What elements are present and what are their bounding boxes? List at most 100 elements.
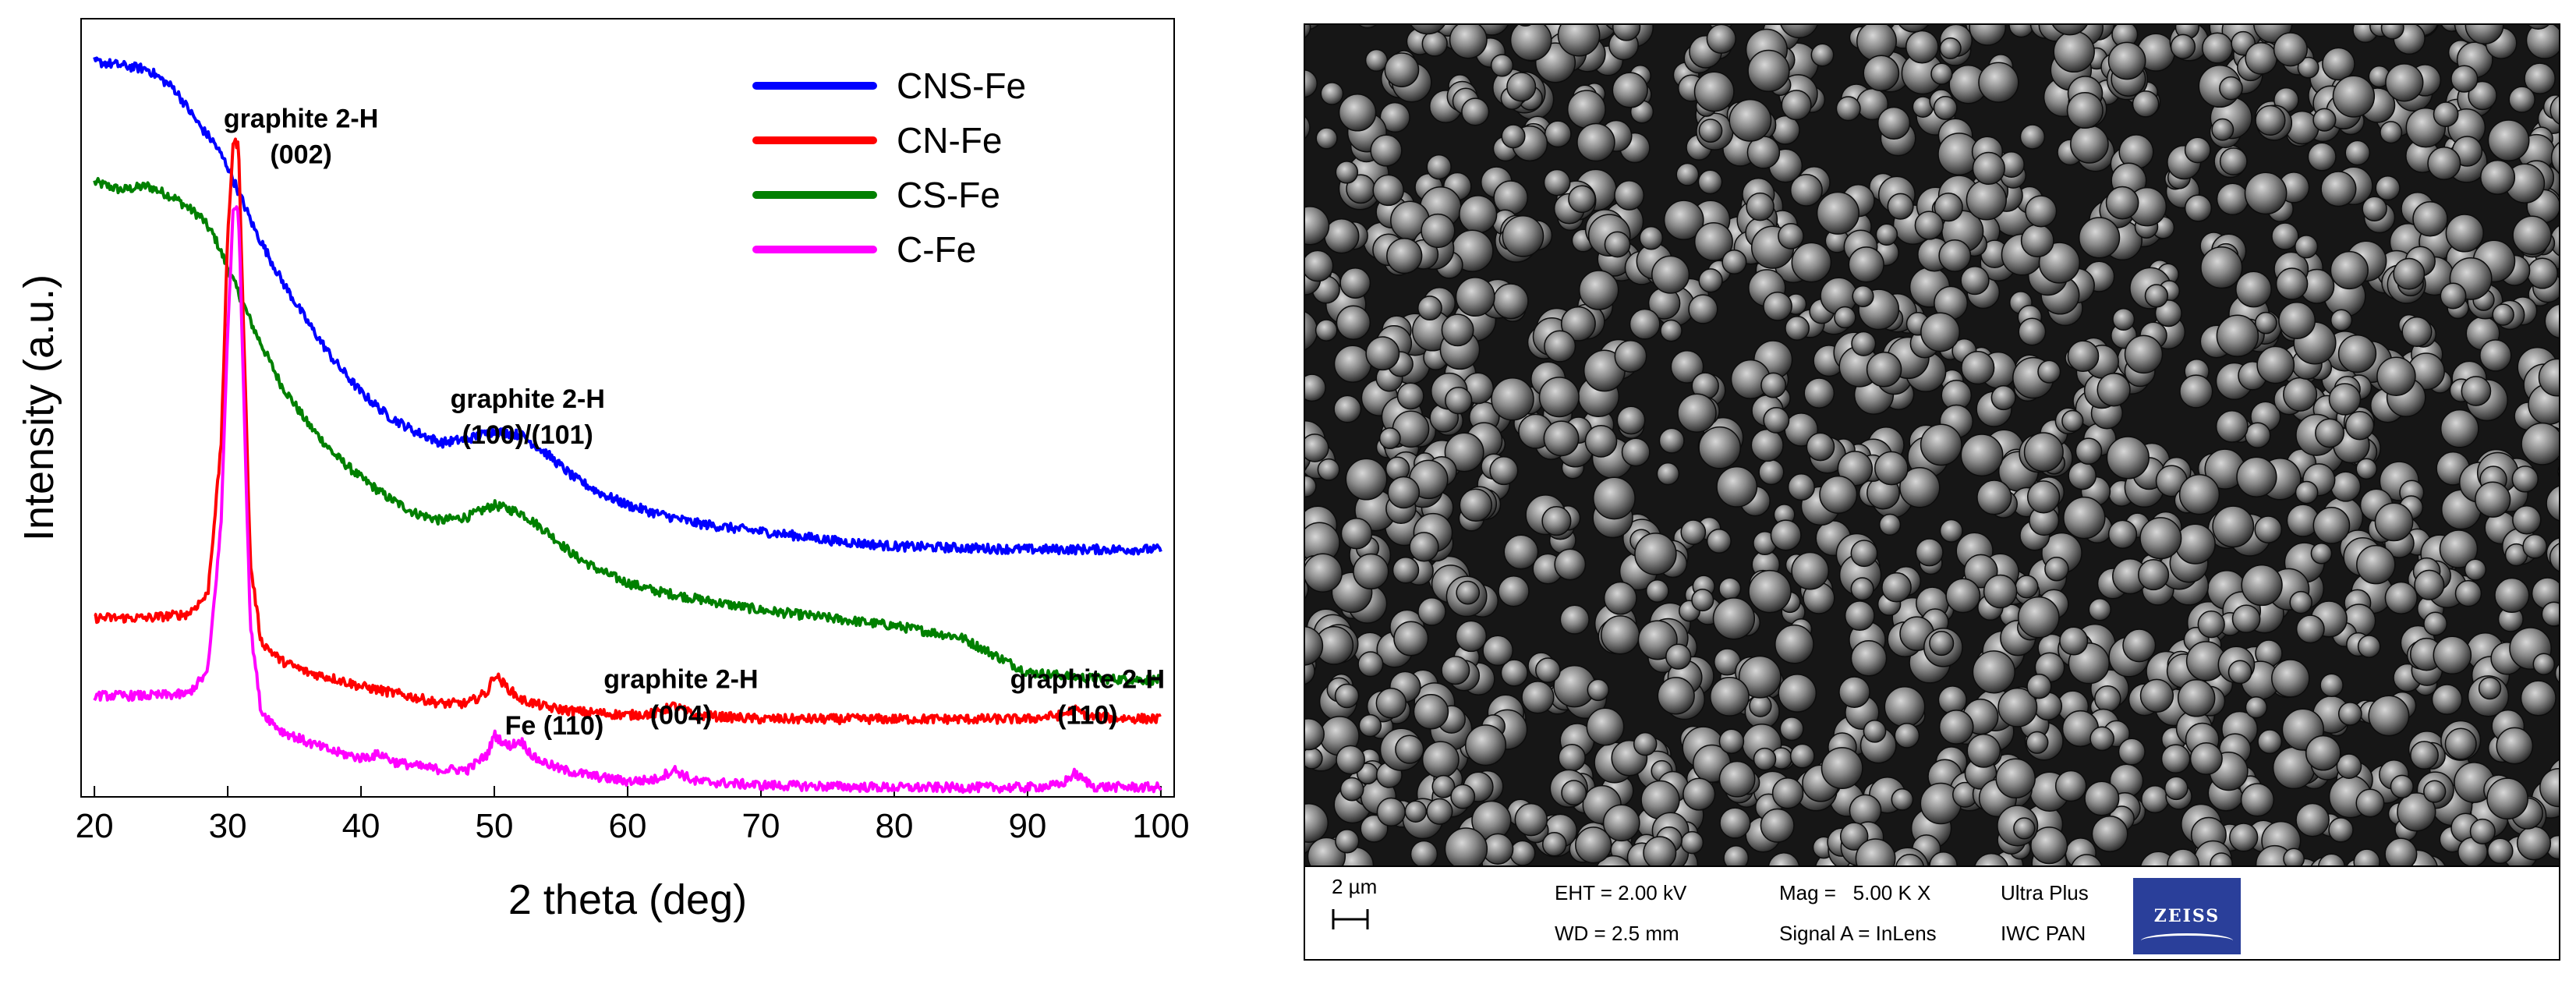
- sem-particle: [2511, 465, 2539, 493]
- sem-particle: [1698, 119, 1723, 143]
- sem-particle: [2227, 660, 2252, 685]
- sem-particle: [1576, 122, 1615, 162]
- sem-particle: [1930, 62, 1953, 85]
- sem-particle: [2026, 731, 2049, 754]
- sem-particle: [2231, 604, 2261, 634]
- sem-particle: [1665, 643, 1692, 670]
- sem-particle: [1920, 312, 1961, 352]
- sem-particle: [2254, 311, 2277, 334]
- sem-particle: [1758, 459, 1785, 486]
- sem-particle: [2423, 611, 2448, 636]
- sem-micrograph-image: [1305, 25, 2559, 865]
- sem-particle: [2017, 596, 2060, 639]
- sem-particle: [2328, 817, 2354, 843]
- x-tick-label: 90: [1008, 807, 1046, 845]
- sem-particle: [2312, 507, 2351, 544]
- sem-particle: [2018, 317, 2047, 346]
- xrd-chart: 20 30 40 50 60 70 80 90 100 2 theta (deg) Intensit…: [16, 18, 1190, 923]
- sem-particle: [1387, 476, 1421, 509]
- mag-value: Mag = 5.00 K X: [1779, 881, 1931, 904]
- sem-particle: [1324, 218, 1360, 254]
- series-line-CS-Fe: [93, 177, 1162, 686]
- peak-annotation: graphite 2-H: [451, 384, 605, 414]
- sem-particle: [1602, 804, 1640, 842]
- sem-particle: [1839, 822, 1869, 851]
- sem-particle: [2516, 826, 2552, 861]
- sem-particle: [2522, 533, 2548, 559]
- sem-particle: [2439, 529, 2479, 568]
- sem-particle: [1939, 37, 1962, 60]
- sem-particle: [2384, 837, 2418, 865]
- sem-particle: [2464, 558, 2487, 581]
- sem-particle: [1616, 405, 1646, 435]
- sem-particle: [2423, 780, 2447, 803]
- peak-annotation: Fe (110): [505, 711, 604, 741]
- sem-particle: [2295, 614, 2325, 644]
- sem-particle: [1444, 827, 1488, 865]
- wd-value: WD = 2.5 mm: [1555, 922, 1679, 945]
- sem-particle: [2219, 76, 2243, 101]
- sem-particle: [1771, 777, 1804, 809]
- peak-annotation: graphite 2-H: [1010, 664, 1165, 694]
- sem-particle: [1698, 268, 1723, 293]
- sem-particle: [2427, 146, 2461, 181]
- sem-particle: [1747, 49, 1790, 93]
- sem-particle: [1718, 760, 1756, 798]
- sem-particle: [1345, 458, 1388, 501]
- sem-particle: [1426, 798, 1453, 825]
- sem-particle: [2078, 217, 2121, 259]
- sem-particle: [1338, 94, 1377, 132]
- sem-particle: [2283, 848, 2305, 865]
- sem-particle: [1929, 631, 1955, 657]
- sem-particle: [2475, 481, 2511, 518]
- sem-particle: [1778, 223, 1804, 250]
- sem-particle: [1974, 852, 2008, 865]
- sem-particle: [1983, 574, 2018, 609]
- sem-particle: [1603, 581, 1637, 615]
- sem-particle: [2384, 581, 2418, 615]
- sem-particle: [1806, 432, 1835, 462]
- sem-particle: [2202, 32, 2234, 64]
- sem-particle: [2445, 214, 2484, 253]
- sem-particle: [1315, 319, 1338, 342]
- sem-particle: [1421, 741, 1460, 779]
- peak-annotation: (110): [1057, 700, 1118, 730]
- sem-particle: [1340, 517, 1373, 550]
- sem-particle: [1770, 519, 1802, 551]
- sem-particle: [1376, 797, 1406, 827]
- y-axis-label: Intensity (a.u.): [16, 274, 62, 541]
- sem-particle: [2184, 194, 2213, 222]
- sem-particle: [1305, 206, 1330, 246]
- sem-particle: [1966, 179, 2007, 221]
- sem-particle: [1554, 548, 1587, 581]
- sem-particle: [1945, 578, 1981, 614]
- sem-particle: [1990, 385, 2016, 411]
- lab-name: IWC PAN: [2001, 922, 2086, 945]
- sem-particle: [2532, 653, 2556, 675]
- sem-particle: [1787, 473, 1815, 501]
- sem-particle: [2256, 345, 2295, 384]
- sem-particle: [2091, 816, 2128, 852]
- x-tick-label: 40: [342, 807, 380, 845]
- sem-particle: [1604, 231, 1631, 258]
- sem-particle: [2318, 853, 2345, 865]
- x-tick-label: 100: [1132, 807, 1189, 845]
- sem-particle: [2245, 42, 2278, 75]
- sem-particle: [2469, 818, 2496, 844]
- sem-particle: [2179, 374, 2213, 409]
- sem-particle: [2330, 309, 2353, 331]
- sem-particle: [1899, 466, 1941, 508]
- sem-particle: [2322, 47, 2355, 81]
- sem-particle: [2390, 774, 2414, 798]
- sem-particle: [1891, 788, 1914, 811]
- sem-particle: [2344, 411, 2375, 441]
- sem-particle: [1767, 852, 1800, 865]
- sem-particle: [2487, 837, 2514, 865]
- sem-particle: [1334, 683, 1360, 709]
- sem-particle: [2271, 659, 2310, 698]
- sem-particle: [1333, 345, 1372, 383]
- sem-particle: [1409, 532, 1439, 562]
- sem-particle: [2410, 741, 2439, 770]
- sem-particle: [1660, 319, 1683, 342]
- sem-particle: [2210, 852, 2233, 865]
